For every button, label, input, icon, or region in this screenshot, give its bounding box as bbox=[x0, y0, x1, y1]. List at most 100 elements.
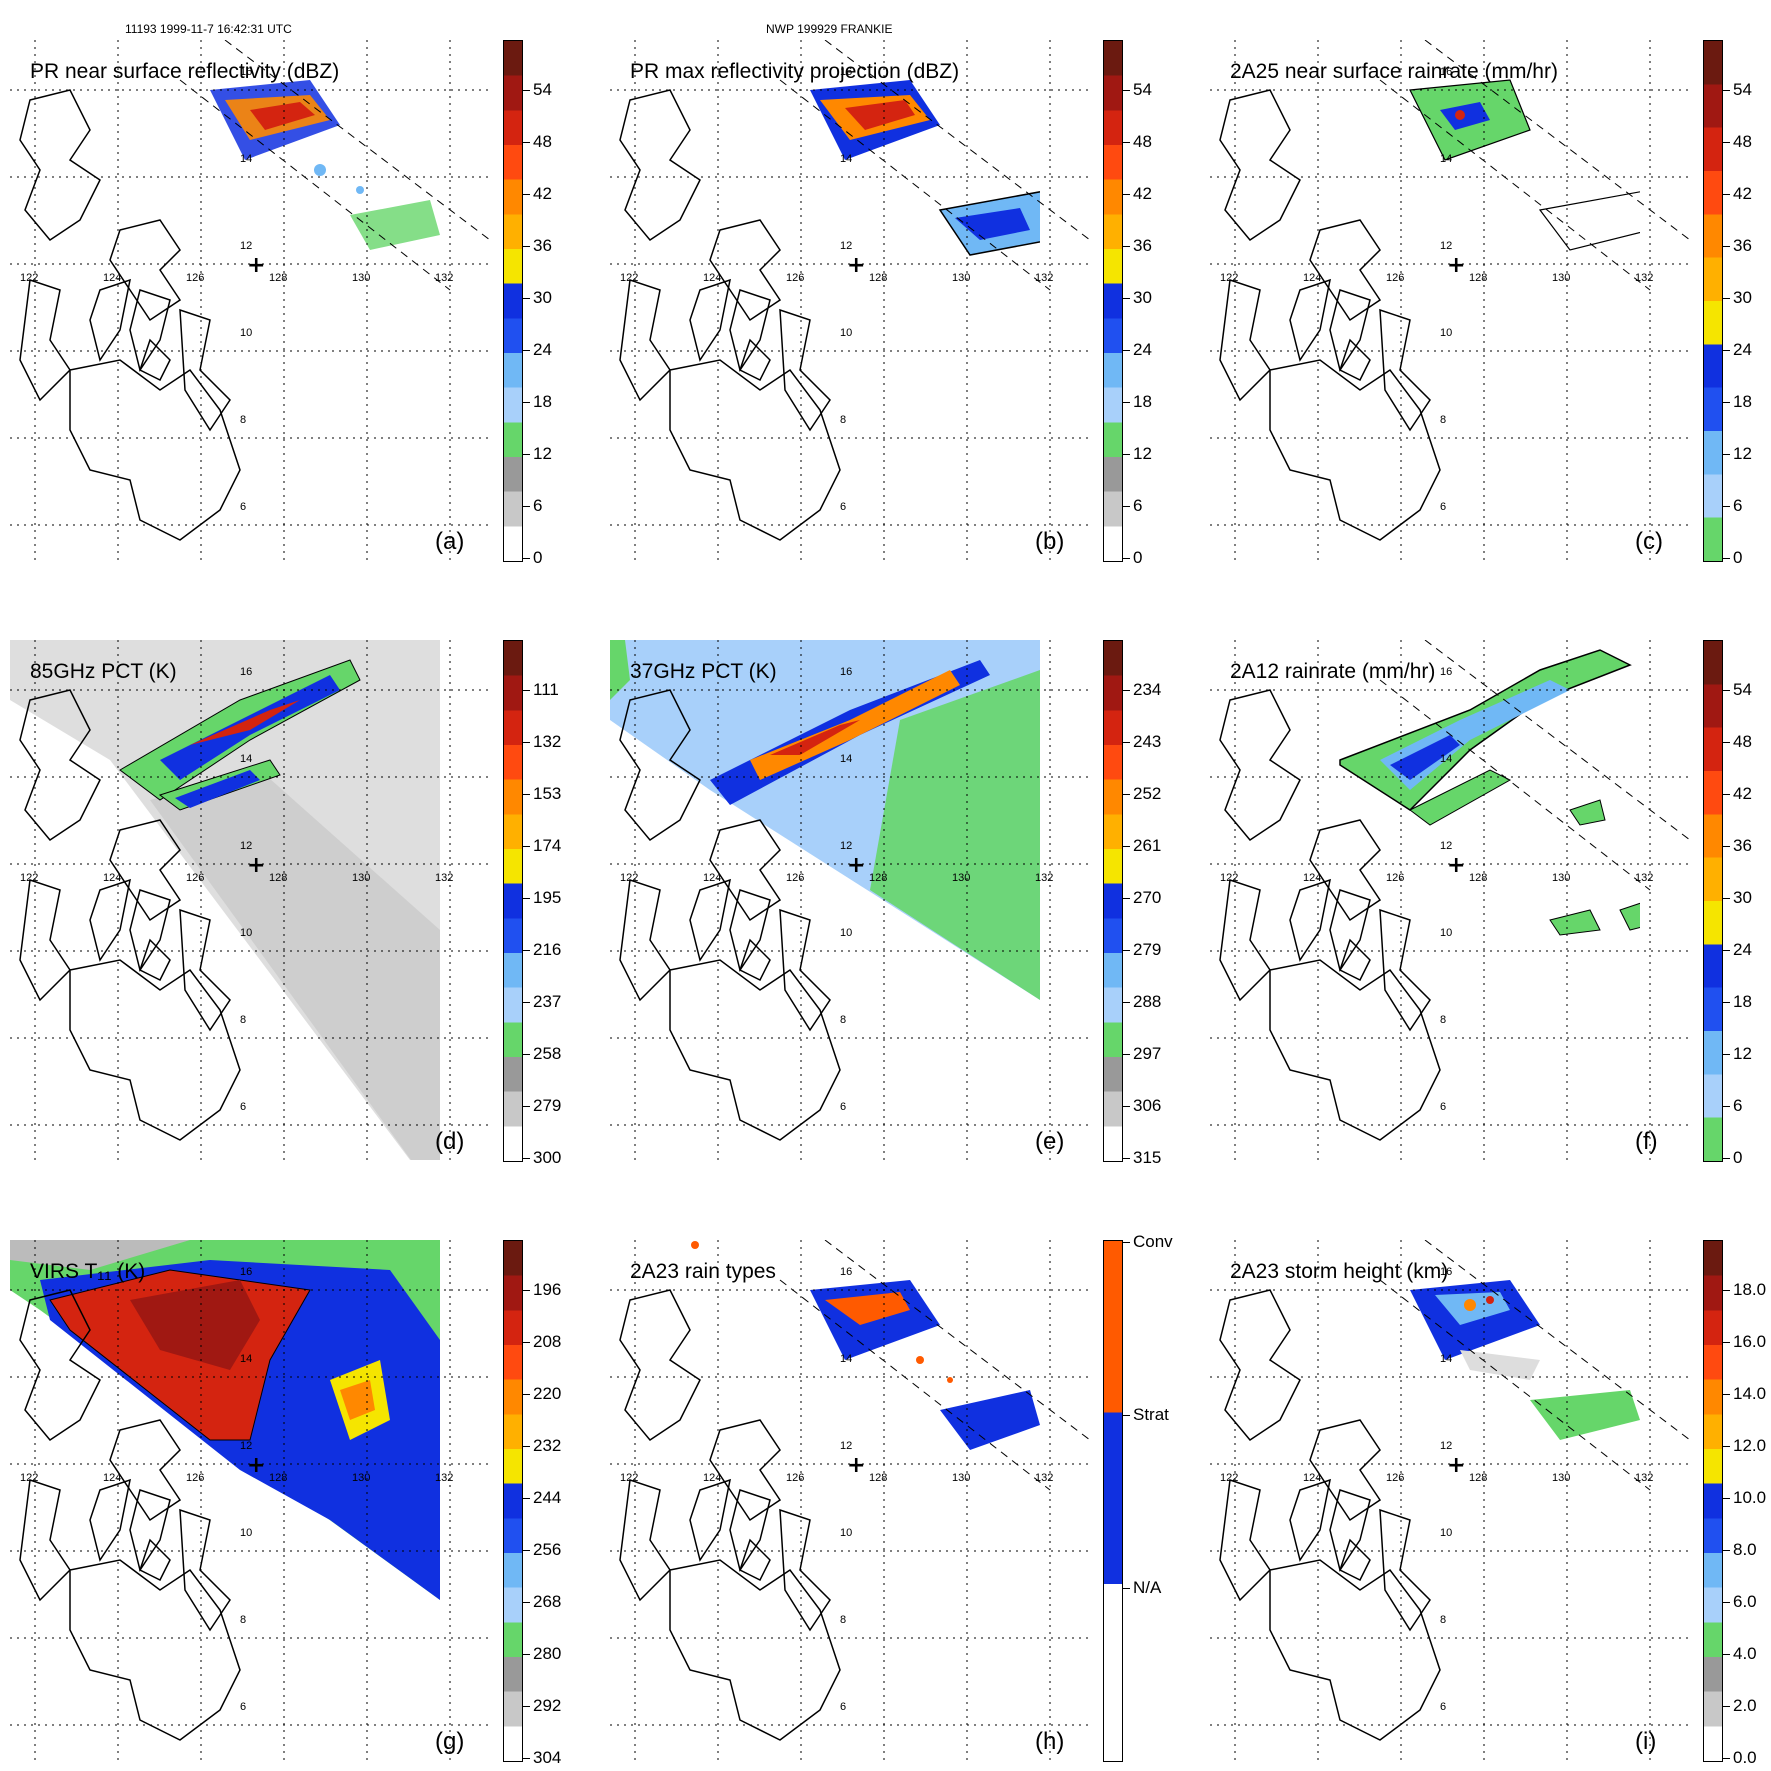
lon-label: 130 bbox=[1552, 272, 1571, 284]
lat-label: 10 bbox=[840, 327, 853, 339]
lat-lon-grid bbox=[610, 1240, 1090, 1760]
lon-label: 132 bbox=[1035, 872, 1054, 884]
colorbar-tick: 12.0 bbox=[1721, 1436, 1767, 1455]
lon-label: 130 bbox=[352, 872, 371, 884]
storm-center-marker: + bbox=[1447, 853, 1466, 878]
lat-label: 8 bbox=[1440, 414, 1447, 426]
lon-label: 122 bbox=[1220, 872, 1239, 884]
lat-label: 14 bbox=[240, 153, 253, 165]
colorbar-tick: 0 bbox=[1721, 548, 1743, 567]
storm-center-marker: + bbox=[847, 1453, 866, 1478]
panel-label: (g) bbox=[435, 1728, 465, 1755]
panel-title: 2A23 rain types bbox=[630, 1260, 776, 1283]
panel-title: 37GHz PCT (K) bbox=[630, 660, 777, 683]
colorbar-tick: 12 bbox=[1722, 1044, 1752, 1063]
panel-title: PR max reflectivity projection (dBZ) bbox=[630, 60, 960, 83]
colorbar-tick: 315 bbox=[1121, 1148, 1162, 1167]
lon-label: 124 bbox=[1303, 272, 1322, 284]
coastline bbox=[1219, 89, 1441, 541]
map-svg bbox=[1210, 1240, 1690, 1760]
colorbar-tick: 48 bbox=[1722, 732, 1752, 751]
lat-lon-grid bbox=[1210, 40, 1690, 560]
colorbar-tick: 36 bbox=[1722, 236, 1752, 255]
colorbar bbox=[1103, 640, 1123, 1162]
lat-label: 12 bbox=[1440, 840, 1453, 852]
colorbar-tick: 196 bbox=[521, 1280, 562, 1299]
lat-lon-grid bbox=[1210, 1240, 1690, 1760]
precip-field bbox=[210, 80, 440, 250]
panel-title: VIRS T₁₁ (K) bbox=[30, 1260, 146, 1283]
lat-label: 12 bbox=[240, 240, 253, 252]
swath-edges bbox=[779, 40, 1090, 291]
lat-label: 6 bbox=[1440, 501, 1447, 513]
colorbar-tick: 36 bbox=[1122, 236, 1152, 255]
lat-label: 16 bbox=[840, 1266, 853, 1278]
colorbar-tick: 0 bbox=[521, 548, 543, 567]
lon-label: 124 bbox=[103, 1472, 122, 1484]
lat-label: 10 bbox=[240, 327, 253, 339]
swath-edges bbox=[179, 40, 490, 291]
lat-label: 14 bbox=[1440, 1353, 1453, 1365]
lon-label: 132 bbox=[1035, 272, 1054, 284]
colorbar-tick: 48 bbox=[522, 132, 552, 151]
map-area bbox=[10, 1240, 490, 1760]
map-area bbox=[10, 40, 490, 560]
lon-label: 130 bbox=[1552, 1472, 1571, 1484]
map-area bbox=[10, 640, 490, 1160]
lat-label: 10 bbox=[1440, 327, 1453, 339]
lat-label: 6 bbox=[240, 501, 247, 513]
swath-edges bbox=[779, 1240, 1090, 1491]
swath-edges bbox=[1379, 640, 1690, 891]
lat-label: 16 bbox=[840, 66, 853, 78]
colorbar-tick: 54 bbox=[1122, 80, 1152, 99]
lat-label: 16 bbox=[840, 666, 853, 678]
colorbar-tick: 42 bbox=[1722, 784, 1752, 803]
colorbar bbox=[1703, 640, 1723, 1162]
storm-center-marker: + bbox=[247, 1453, 266, 1478]
precip-field bbox=[1339, 649, 1640, 936]
lat-label: 16 bbox=[240, 666, 253, 678]
panel-title: 2A12 rainrate (mm/hr) bbox=[1230, 660, 1436, 683]
swath-edges bbox=[1379, 1240, 1690, 1491]
lat-lon-grid bbox=[10, 1240, 490, 1760]
lon-label: 126 bbox=[1386, 272, 1405, 284]
colorbar-tick: 208 bbox=[521, 1332, 562, 1351]
colorbar-tick: 0 bbox=[1121, 548, 1143, 567]
colorbar-tick: 18 bbox=[1722, 992, 1752, 1011]
colorbar-tick: 12 bbox=[522, 444, 552, 463]
lon-label: 132 bbox=[435, 272, 454, 284]
precip-field bbox=[691, 1241, 1040, 1450]
map-svg bbox=[610, 1240, 1090, 1760]
lat-label: 10 bbox=[1440, 1527, 1453, 1539]
lon-label: 130 bbox=[952, 872, 971, 884]
lat-label: 12 bbox=[840, 840, 853, 852]
lon-label: 122 bbox=[20, 1472, 39, 1484]
lon-label: 128 bbox=[1469, 872, 1488, 884]
coastline bbox=[19, 89, 241, 541]
lat-label: 16 bbox=[1440, 666, 1453, 678]
lat-label: 6 bbox=[840, 1101, 847, 1113]
map-svg bbox=[10, 40, 490, 560]
colorbar bbox=[503, 40, 523, 562]
colorbar-tick: 111 bbox=[522, 680, 559, 699]
lat-label: 16 bbox=[1440, 1266, 1453, 1278]
colorbar-tick: 48 bbox=[1122, 132, 1152, 151]
lat-label: 12 bbox=[1440, 240, 1453, 252]
colorbar-tick: 306 bbox=[1121, 1096, 1162, 1115]
lon-label: 132 bbox=[435, 872, 454, 884]
storm-center-marker: + bbox=[847, 853, 866, 878]
lon-label: 124 bbox=[103, 872, 122, 884]
map-svg bbox=[10, 1240, 490, 1760]
precip-field bbox=[810, 80, 1040, 256]
lon-label: 128 bbox=[269, 872, 288, 884]
lon-label: 126 bbox=[786, 272, 805, 284]
lat-label: 6 bbox=[240, 1101, 247, 1113]
colorbar-tick: 216 bbox=[521, 940, 562, 959]
colorbar bbox=[1703, 1240, 1723, 1762]
colorbar-tick: 42 bbox=[1722, 184, 1752, 203]
coastline bbox=[1219, 1289, 1441, 1741]
colorbar-tick: 24 bbox=[522, 340, 552, 359]
panel-title: 85GHz PCT (K) bbox=[30, 660, 177, 683]
lon-label: 132 bbox=[435, 1472, 454, 1484]
lon-label: 132 bbox=[1635, 1472, 1654, 1484]
